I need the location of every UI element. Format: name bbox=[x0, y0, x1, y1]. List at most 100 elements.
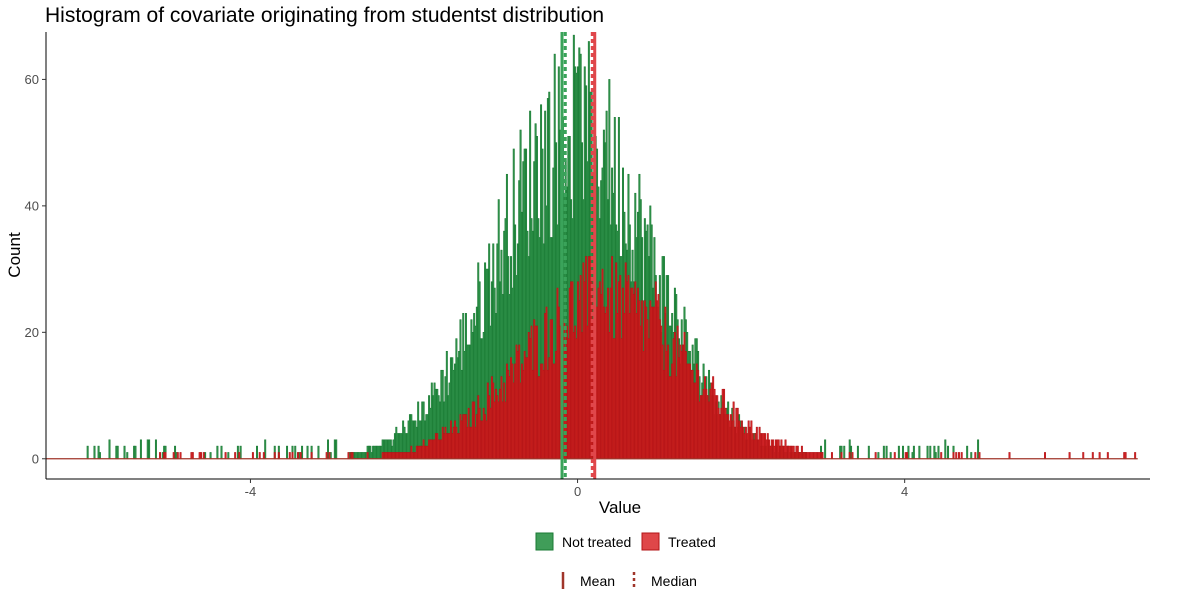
histogram-bar bbox=[148, 439, 151, 460]
legend-label-median: Median bbox=[651, 573, 697, 589]
histogram-bar bbox=[1134, 452, 1137, 460]
legend-label-treated: Treated bbox=[668, 534, 716, 550]
histogram-bar bbox=[1106, 452, 1109, 460]
histogram-bar bbox=[1008, 452, 1011, 460]
y-tick-label: 40 bbox=[25, 198, 39, 213]
histogram-bar bbox=[172, 452, 175, 460]
histogram-bar bbox=[1124, 452, 1127, 460]
histogram-bar bbox=[1082, 452, 1085, 460]
histogram-bar bbox=[856, 445, 859, 460]
series-treated bbox=[159, 256, 1137, 460]
histogram-bar bbox=[912, 445, 915, 460]
histogram-bar bbox=[234, 452, 237, 460]
histogram-bar bbox=[934, 452, 937, 460]
histogram-bar bbox=[164, 452, 167, 460]
histogram-bar bbox=[258, 452, 261, 460]
histogram-bar bbox=[93, 445, 96, 460]
histogram-bar bbox=[202, 452, 205, 460]
plot-area bbox=[46, 32, 1138, 479]
histogram-bar bbox=[200, 452, 202, 460]
histogram-bar bbox=[966, 445, 969, 460]
histogram-bar bbox=[126, 452, 129, 460]
histogram-bar bbox=[893, 452, 896, 460]
histogram-bar bbox=[220, 445, 223, 460]
histogram-bar bbox=[335, 439, 338, 460]
histogram-bar bbox=[901, 445, 904, 460]
histogram-bar bbox=[179, 452, 182, 460]
histogram-bar bbox=[299, 452, 302, 460]
histogram-bar bbox=[139, 439, 142, 460]
histogram-bar bbox=[286, 445, 289, 460]
histogram-bar bbox=[291, 452, 294, 460]
histogram-bar bbox=[238, 452, 241, 460]
histogram-bar bbox=[960, 452, 963, 460]
histogram-bar bbox=[134, 445, 137, 460]
histogram-bar bbox=[1098, 452, 1101, 460]
histogram-bar bbox=[256, 445, 258, 460]
histogram-bar bbox=[296, 452, 299, 460]
histogram-bar bbox=[885, 445, 888, 460]
histogram-bar bbox=[840, 452, 843, 460]
y-tick-label: 0 bbox=[32, 451, 39, 466]
histogram-bar bbox=[955, 452, 958, 460]
histogram-bar bbox=[906, 452, 909, 460]
histogram-bar bbox=[277, 452, 280, 460]
histogram-bar bbox=[159, 452, 162, 460]
histogram-bar bbox=[224, 452, 227, 460]
histogram-bar bbox=[937, 445, 940, 460]
histogram-bar bbox=[116, 445, 119, 460]
y-tick-label: 60 bbox=[25, 72, 39, 87]
histogram-bar bbox=[978, 452, 981, 460]
histogram-bar bbox=[262, 452, 265, 460]
histogram-bar bbox=[251, 452, 254, 460]
y-axis-title: Count bbox=[5, 232, 24, 278]
histogram-bar bbox=[98, 452, 101, 460]
histogram-bar bbox=[897, 445, 900, 460]
legend-label-mean: Mean bbox=[580, 573, 615, 589]
legend-lines: Mean Median bbox=[561, 572, 697, 589]
histogram-bar bbox=[824, 439, 827, 460]
histogram-bar bbox=[347, 452, 350, 460]
histogram-bar bbox=[821, 452, 824, 460]
histogram-bar bbox=[227, 452, 230, 460]
x-tick-label: 4 bbox=[901, 484, 908, 499]
histogram-bar bbox=[273, 452, 276, 460]
histogram-bar bbox=[176, 452, 179, 460]
histogram-bar bbox=[830, 452, 833, 460]
chart-title: Histogram of covariate originating from … bbox=[45, 4, 604, 27]
legend-label-not-treated: Not treated bbox=[562, 534, 631, 550]
histogram-bar bbox=[926, 445, 929, 460]
histogram-bar bbox=[191, 452, 194, 460]
histogram-bar bbox=[325, 452, 328, 460]
histogram-bar bbox=[952, 452, 955, 460]
histogram-bar bbox=[108, 439, 111, 460]
histogram-bar bbox=[123, 445, 126, 460]
histogram-bar bbox=[1044, 452, 1046, 460]
histogram-bar bbox=[874, 452, 877, 460]
histogram-bar bbox=[867, 445, 870, 460]
histogram-bar bbox=[209, 452, 212, 460]
histogram-bar bbox=[947, 445, 950, 460]
histogram-bar bbox=[877, 452, 880, 460]
histogram-bar bbox=[851, 452, 854, 460]
histogram-bar bbox=[310, 452, 313, 460]
x-tick-label: 0 bbox=[574, 484, 581, 499]
histogram-bar bbox=[154, 439, 157, 460]
x-axis-title: Value bbox=[599, 498, 641, 517]
legend-key-not-treated bbox=[535, 532, 554, 551]
histogram-bar bbox=[351, 452, 354, 460]
histogram-bar bbox=[317, 445, 320, 460]
histogram-bar bbox=[1091, 452, 1094, 460]
histogram-bar bbox=[944, 439, 947, 460]
histogram-bar bbox=[848, 452, 851, 460]
histogram-bar bbox=[918, 445, 921, 460]
histogram-bar bbox=[1068, 452, 1071, 460]
histogram-bar bbox=[216, 445, 219, 460]
histogram-bar bbox=[940, 452, 943, 460]
histogram-bar bbox=[957, 452, 960, 460]
histogram-bar bbox=[86, 445, 89, 460]
histogram-bar bbox=[882, 445, 885, 460]
histogram-bar bbox=[843, 445, 846, 460]
legend-fill: Not treated Treated bbox=[535, 532, 716, 551]
